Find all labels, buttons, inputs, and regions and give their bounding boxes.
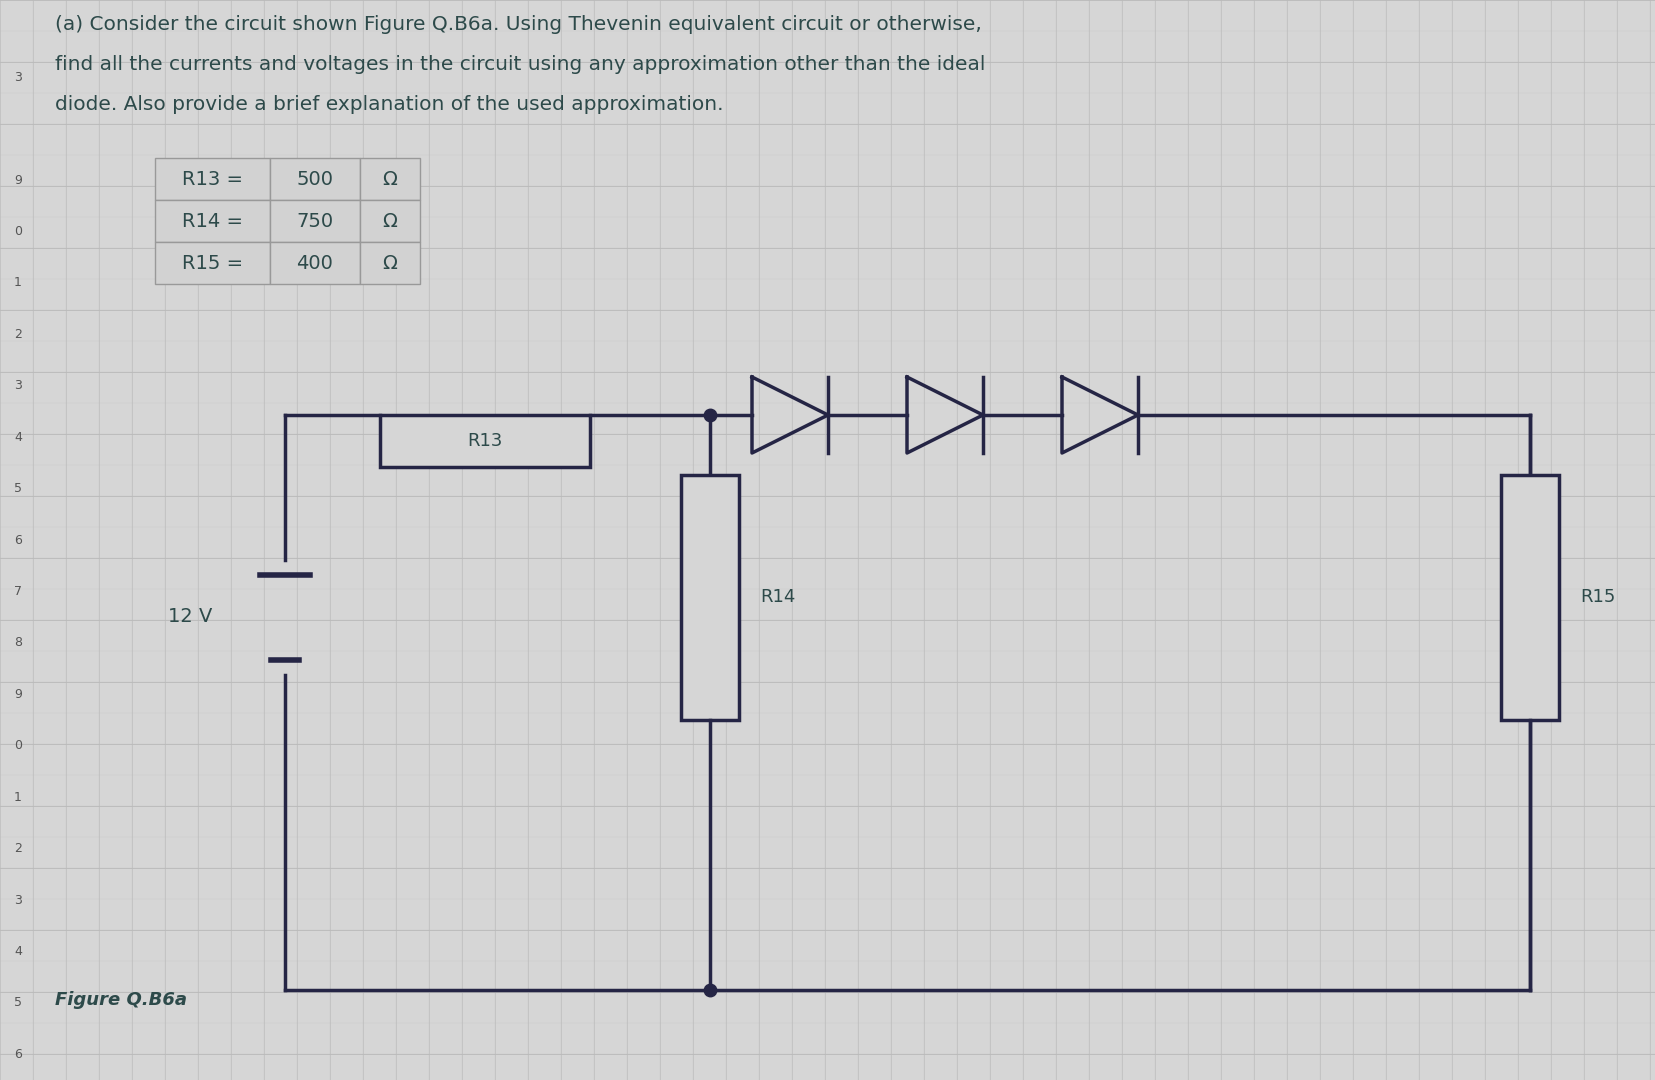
Bar xyxy=(156,242,270,284)
Bar xyxy=(156,200,270,242)
Bar xyxy=(270,200,359,242)
Bar xyxy=(270,242,359,284)
Text: 7: 7 xyxy=(13,585,22,598)
Text: 0: 0 xyxy=(13,739,22,752)
Text: R14: R14 xyxy=(760,588,794,606)
Text: 3: 3 xyxy=(13,893,22,906)
Text: Ω: Ω xyxy=(382,170,397,189)
Text: 0: 0 xyxy=(13,225,22,238)
Text: 400: 400 xyxy=(296,254,333,272)
Text: 500: 500 xyxy=(296,170,333,189)
Text: R13 =: R13 = xyxy=(182,170,243,189)
Text: 3: 3 xyxy=(13,379,22,392)
Text: R15: R15 xyxy=(1579,588,1614,606)
Text: R15 =: R15 = xyxy=(182,254,243,272)
Bar xyxy=(680,475,738,720)
Text: 3: 3 xyxy=(13,70,22,83)
Bar xyxy=(379,415,589,467)
Text: 1: 1 xyxy=(13,791,22,804)
Bar xyxy=(1499,475,1557,720)
Text: Figure Q.B6a: Figure Q.B6a xyxy=(55,991,187,1009)
Text: 12 V: 12 V xyxy=(167,607,212,626)
Text: Ω: Ω xyxy=(382,212,397,230)
Bar xyxy=(359,242,420,284)
Bar xyxy=(270,158,359,200)
Text: 4: 4 xyxy=(13,945,22,958)
Text: 9: 9 xyxy=(13,174,22,187)
Bar xyxy=(359,158,420,200)
Bar xyxy=(359,200,420,242)
Text: 4: 4 xyxy=(13,431,22,444)
Bar xyxy=(156,158,270,200)
Text: (a) Consider the circuit shown Figure Q.B6a. Using Thevenin equivalent circuit o: (a) Consider the circuit shown Figure Q.… xyxy=(55,15,981,33)
Text: diode. Also provide a brief explanation of the used approximation.: diode. Also provide a brief explanation … xyxy=(55,95,723,114)
Text: R13: R13 xyxy=(467,432,503,450)
Text: 2: 2 xyxy=(13,842,22,855)
Text: 5: 5 xyxy=(13,997,22,1010)
Text: 2: 2 xyxy=(13,328,22,341)
Text: 9: 9 xyxy=(13,688,22,701)
Text: 750: 750 xyxy=(296,212,333,230)
Text: 1: 1 xyxy=(13,276,22,289)
Text: 6: 6 xyxy=(13,534,22,546)
Text: 8: 8 xyxy=(13,636,22,649)
Text: find all the currents and voltages in the circuit using any approximation other : find all the currents and voltages in th… xyxy=(55,55,985,75)
Text: R14 =: R14 = xyxy=(182,212,243,230)
Text: 5: 5 xyxy=(13,482,22,495)
Text: 6: 6 xyxy=(13,1048,22,1061)
Text: Ω: Ω xyxy=(382,254,397,272)
